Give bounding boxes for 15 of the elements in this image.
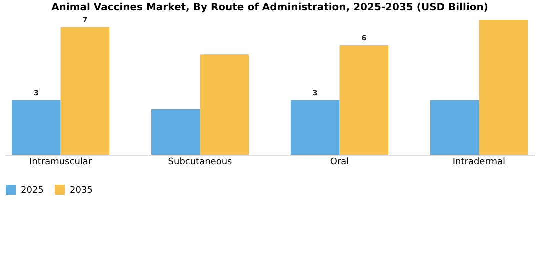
bar <box>60 27 110 155</box>
bar <box>340 46 389 155</box>
chart-title: Animal Vaccines Market, By Route of Administration, 2025-2035 (USD Billion) <box>52 2 488 14</box>
x-tick-label: Subcutaneous <box>168 158 233 168</box>
bar <box>12 100 61 155</box>
bar <box>151 109 200 155</box>
legend-label: 2035 <box>70 186 93 196</box>
bar <box>430 100 480 155</box>
bar <box>200 54 250 155</box>
x-tick-label: Intradermal <box>452 158 506 168</box>
legend-label: 2025 <box>21 186 44 196</box>
bar <box>479 20 528 155</box>
x-tick-label: Intramuscular <box>29 158 92 168</box>
x-tick-label: Oral <box>330 158 350 168</box>
bar <box>290 100 340 155</box>
